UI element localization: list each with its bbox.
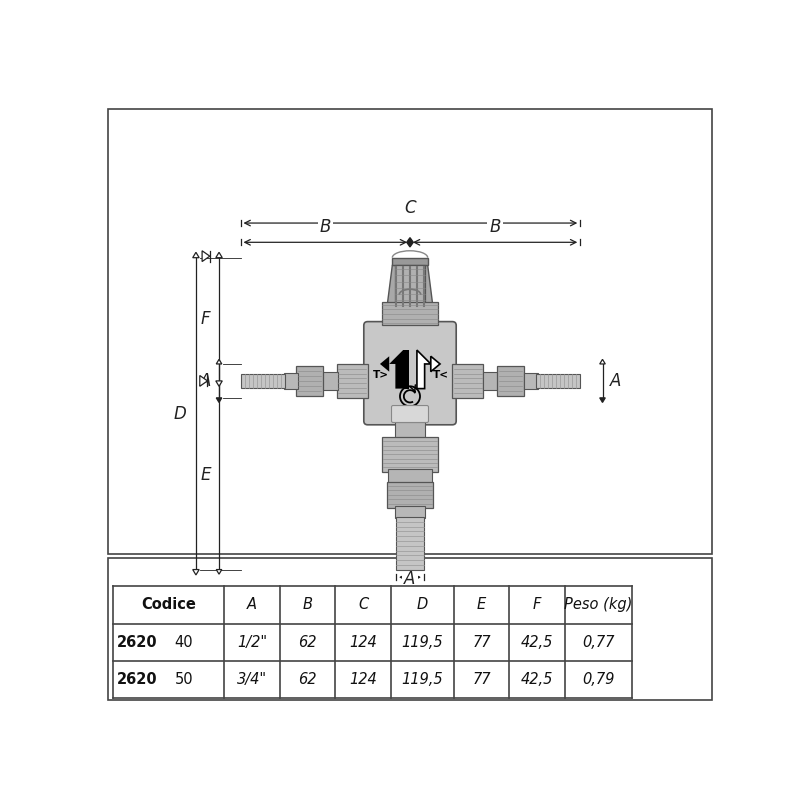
Polygon shape bbox=[430, 356, 440, 372]
Text: 124: 124 bbox=[349, 635, 377, 650]
Text: 77: 77 bbox=[472, 635, 491, 650]
Bar bbox=[497, 366, 524, 396]
Polygon shape bbox=[216, 398, 222, 402]
Text: 119,5: 119,5 bbox=[402, 672, 443, 687]
Text: 62: 62 bbox=[298, 672, 317, 687]
Bar bbox=[337, 364, 368, 398]
Text: Codice: Codice bbox=[141, 598, 196, 613]
Text: B: B bbox=[490, 218, 501, 236]
Polygon shape bbox=[387, 266, 433, 308]
Bar bbox=[524, 373, 538, 389]
Text: 2620: 2620 bbox=[117, 672, 158, 687]
Polygon shape bbox=[417, 350, 430, 389]
Bar bbox=[394, 422, 426, 438]
Text: E: E bbox=[201, 466, 211, 484]
Bar bbox=[108, 109, 712, 554]
Text: F: F bbox=[533, 598, 542, 613]
Bar bbox=[392, 258, 428, 266]
Text: B: B bbox=[320, 218, 331, 236]
Text: A: A bbox=[247, 598, 257, 613]
Text: A: A bbox=[610, 372, 622, 390]
FancyBboxPatch shape bbox=[391, 406, 429, 422]
Bar bbox=[394, 266, 426, 304]
Text: A: A bbox=[404, 570, 416, 588]
Polygon shape bbox=[380, 356, 390, 372]
Bar bbox=[285, 373, 298, 389]
Polygon shape bbox=[193, 252, 199, 258]
Bar bbox=[394, 506, 426, 518]
Polygon shape bbox=[216, 381, 222, 386]
Text: T>: T> bbox=[373, 370, 389, 380]
Text: T<: T< bbox=[433, 370, 449, 380]
Polygon shape bbox=[216, 359, 222, 364]
Polygon shape bbox=[216, 252, 222, 258]
Bar bbox=[389, 470, 431, 483]
Text: Peso (kg): Peso (kg) bbox=[564, 598, 633, 613]
Bar bbox=[452, 364, 483, 398]
Text: 0,77: 0,77 bbox=[582, 635, 614, 650]
Polygon shape bbox=[200, 375, 207, 386]
Text: B: B bbox=[302, 598, 313, 613]
Text: C: C bbox=[358, 598, 368, 613]
Text: F: F bbox=[200, 310, 210, 328]
Bar bbox=[387, 482, 433, 508]
Text: A: A bbox=[200, 372, 211, 390]
Polygon shape bbox=[193, 570, 199, 575]
Bar bbox=[296, 366, 323, 396]
Text: 42,5: 42,5 bbox=[521, 672, 554, 687]
Bar bbox=[382, 302, 438, 326]
Text: D: D bbox=[174, 405, 186, 422]
Text: 50: 50 bbox=[174, 672, 194, 687]
Bar bbox=[403, 350, 410, 389]
Bar bbox=[241, 374, 286, 388]
Bar bbox=[382, 437, 438, 472]
FancyBboxPatch shape bbox=[364, 322, 456, 425]
Bar bbox=[483, 372, 500, 390]
Text: C: C bbox=[405, 199, 416, 217]
Polygon shape bbox=[600, 398, 606, 402]
Text: 42,5: 42,5 bbox=[521, 635, 554, 650]
Polygon shape bbox=[216, 570, 222, 574]
Polygon shape bbox=[202, 250, 210, 262]
Text: 3/4": 3/4" bbox=[237, 672, 267, 687]
Polygon shape bbox=[406, 238, 414, 247]
Text: 0,79: 0,79 bbox=[582, 672, 614, 687]
Text: 40: 40 bbox=[174, 635, 194, 650]
Text: 62: 62 bbox=[298, 635, 317, 650]
Text: D: D bbox=[417, 598, 428, 613]
Bar bbox=[108, 558, 712, 701]
Bar bbox=[396, 517, 424, 570]
Bar bbox=[322, 372, 338, 390]
Text: 77: 77 bbox=[472, 672, 491, 687]
Text: 2620: 2620 bbox=[117, 635, 158, 650]
Bar bbox=[535, 374, 580, 388]
Text: 119,5: 119,5 bbox=[402, 635, 443, 650]
Text: 124: 124 bbox=[349, 672, 377, 687]
Polygon shape bbox=[390, 350, 403, 389]
Text: E: E bbox=[477, 598, 486, 613]
Polygon shape bbox=[600, 359, 606, 364]
Text: 1/2": 1/2" bbox=[237, 635, 267, 650]
